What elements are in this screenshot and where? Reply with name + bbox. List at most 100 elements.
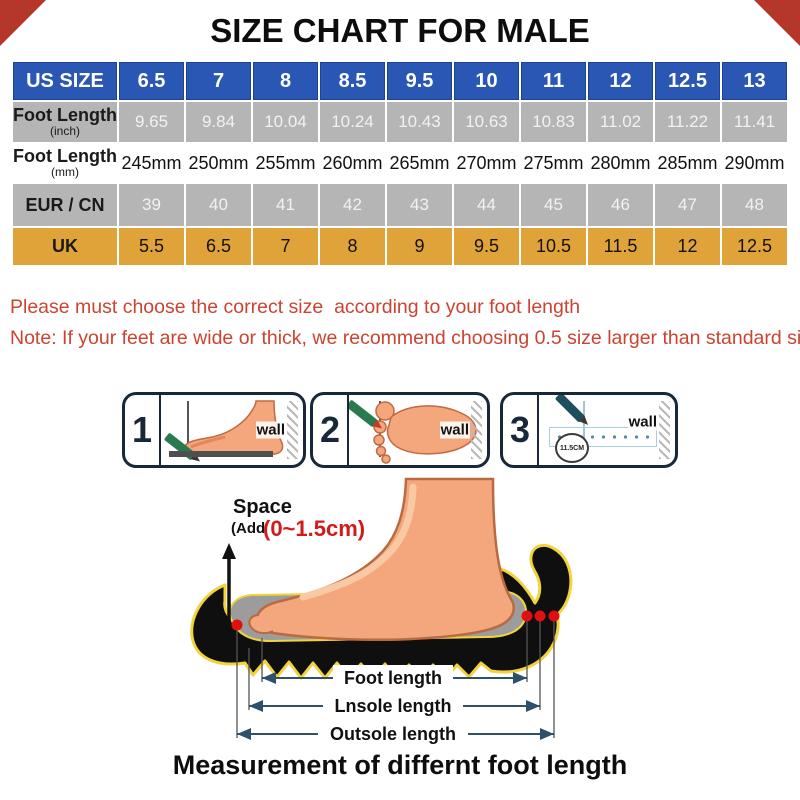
foot-length-diagram: Space (Add (0~1.5cm) Foot length bbox=[190, 477, 573, 745]
cell-value: 11.5 bbox=[603, 236, 638, 257]
table-cell: 10.24 bbox=[320, 102, 385, 142]
table-cell: 42 bbox=[320, 184, 385, 226]
cell-value: 285mm bbox=[657, 152, 718, 173]
table-cell: 48 bbox=[722, 184, 787, 226]
space-label: Space bbox=[233, 496, 292, 518]
table-header-us-size: US SIZE bbox=[13, 62, 117, 100]
reference-dot bbox=[521, 610, 533, 622]
cell-value: 47 bbox=[678, 195, 697, 215]
wall-label: wall bbox=[627, 413, 658, 431]
cell-value: 43 bbox=[410, 195, 429, 215]
row-label: Foot Length bbox=[13, 146, 117, 167]
table-cell: 9 bbox=[387, 228, 452, 265]
table-cell: 265mm bbox=[387, 144, 452, 182]
table-cell: 11.22 bbox=[655, 102, 720, 142]
table-cell: 11.02 bbox=[588, 102, 653, 142]
header-value: 11 bbox=[542, 69, 565, 92]
header-value: 9.5 bbox=[405, 69, 434, 92]
panel-number: 3 bbox=[503, 395, 539, 465]
table-cell: 275mm bbox=[521, 144, 586, 182]
table-cell: 10.43 bbox=[387, 102, 452, 142]
header-cell: 8 bbox=[253, 62, 318, 100]
wall-label: wall bbox=[255, 421, 286, 439]
dimension-label: Foot length bbox=[344, 668, 442, 688]
cell-value: 10.43 bbox=[398, 112, 441, 132]
page-title: SIZE CHART FOR MALE bbox=[210, 12, 590, 49]
table-cell: 12 bbox=[655, 228, 720, 265]
pencil-icon bbox=[554, 395, 591, 428]
cell-value: 7 bbox=[280, 236, 291, 257]
wall-hatch bbox=[471, 401, 482, 459]
panel-number: 2 bbox=[313, 395, 349, 465]
table-cell: 280mm bbox=[588, 144, 653, 182]
wall-hatch bbox=[659, 401, 670, 459]
row-label: EUR / CN bbox=[25, 194, 105, 215]
size-table: US SIZE 6.5 7 8 8.5 9.5 10 11 12 12.5 13… bbox=[13, 62, 787, 265]
header-value: 6.5 bbox=[137, 69, 166, 92]
cell-value: 45 bbox=[544, 195, 563, 215]
note-choose-correct-size: Please must choose the correct size acco… bbox=[10, 296, 581, 318]
cell-value: 12 bbox=[677, 236, 698, 257]
foot-toe bbox=[248, 614, 274, 635]
cell-value: 40 bbox=[209, 195, 228, 215]
cell-value: 250mm bbox=[188, 152, 249, 173]
row-label-foot-length-mm: Foot Length (mm) bbox=[13, 144, 117, 182]
cell-value: 245mm bbox=[121, 152, 182, 173]
table-cell: 10.5 bbox=[521, 228, 586, 265]
measurement-circle: 11.5CM bbox=[555, 433, 589, 463]
cell-value: 9.84 bbox=[201, 112, 236, 132]
header-cell: 13 bbox=[722, 62, 787, 100]
header-value: 10 bbox=[475, 69, 498, 92]
header-cell: 10 bbox=[454, 62, 519, 100]
table-cell: 43 bbox=[387, 184, 452, 226]
cell-value: 9.5 bbox=[473, 236, 500, 257]
reference-dot bbox=[231, 619, 243, 631]
header-value: 13 bbox=[743, 69, 766, 92]
cell-value: 255mm bbox=[255, 152, 316, 173]
table-cell: 9.65 bbox=[119, 102, 184, 142]
dimension-foot-length: Foot length bbox=[262, 665, 527, 689]
header-cell: 8.5 bbox=[320, 62, 385, 100]
instruction-panel-2: 2 wall bbox=[310, 392, 490, 468]
table-cell: 41 bbox=[253, 184, 318, 226]
space-arrowhead bbox=[222, 543, 236, 559]
table-cell: 9.5 bbox=[454, 228, 519, 265]
cell-value: 48 bbox=[745, 195, 764, 215]
cell-value: 9 bbox=[414, 236, 425, 257]
table-cell: 44 bbox=[454, 184, 519, 226]
table-cell: 245mm bbox=[119, 144, 184, 182]
cell-value: 280mm bbox=[590, 152, 651, 173]
dimension-outsole-length: Outsole length bbox=[237, 721, 554, 745]
cell-value: 46 bbox=[611, 195, 630, 215]
cell-value: 39 bbox=[142, 195, 161, 215]
dimension-lnsole-length: Lnsole length bbox=[249, 693, 540, 717]
row-label: Foot Length bbox=[13, 105, 117, 126]
reference-dot bbox=[548, 610, 560, 622]
header-label: US SIZE bbox=[26, 69, 104, 92]
table-cell: 250mm bbox=[186, 144, 251, 182]
header-value: 8 bbox=[279, 69, 292, 92]
cell-value: 5.5 bbox=[138, 236, 165, 257]
header-cell: 12 bbox=[588, 62, 653, 100]
cell-value: 275mm bbox=[523, 152, 584, 173]
table-cell: 270mm bbox=[454, 144, 519, 182]
table-cell: 11.5 bbox=[588, 228, 653, 265]
cell-value: 10.24 bbox=[331, 112, 374, 132]
table-cell: 7 bbox=[253, 228, 318, 265]
add-value: (0~1.5cm) bbox=[263, 516, 365, 541]
header-cell: 11 bbox=[521, 62, 586, 100]
table-cell: 255mm bbox=[253, 144, 318, 182]
row-label-uk: UK bbox=[13, 228, 117, 265]
table-cell: 9.84 bbox=[186, 102, 251, 142]
table-cell: 39 bbox=[119, 184, 184, 226]
cell-value: 6.5 bbox=[205, 236, 232, 257]
foot-highlight bbox=[299, 483, 417, 601]
instruction-panel-3: 3 11.5CM wall bbox=[500, 392, 678, 468]
cell-value: 8 bbox=[347, 236, 358, 257]
instruction-panel-1: 1 wall bbox=[122, 392, 306, 468]
corner-ribbon-right bbox=[754, 0, 800, 46]
table-cell: 5.5 bbox=[119, 228, 184, 265]
table-cell: 12.5 bbox=[722, 228, 787, 265]
cell-value: 41 bbox=[276, 195, 295, 215]
